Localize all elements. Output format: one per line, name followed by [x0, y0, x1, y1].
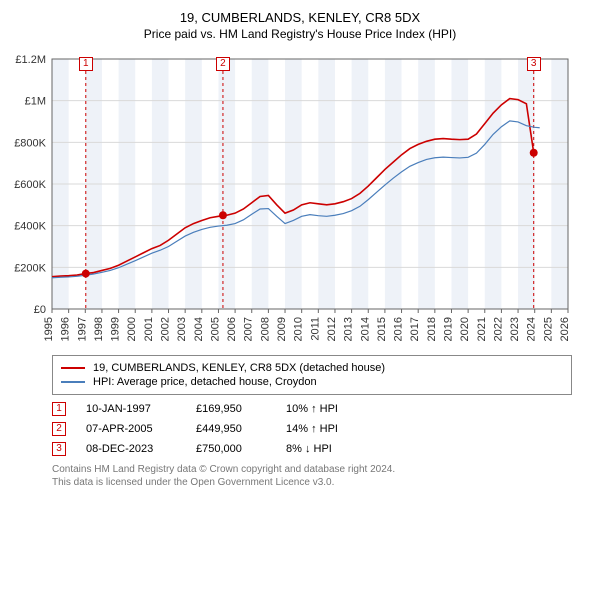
- sale-price: £449,950: [196, 423, 266, 435]
- sale-delta: 10% ↑ HPI: [286, 403, 366, 415]
- svg-text:2023: 2023: [509, 317, 521, 341]
- svg-text:2009: 2009: [276, 317, 288, 341]
- svg-text:2020: 2020: [459, 317, 471, 341]
- svg-text:£200K: £200K: [14, 262, 46, 274]
- svg-text:2000: 2000: [126, 317, 138, 341]
- sale-marker-2: 2: [216, 57, 230, 71]
- legend-item: HPI: Average price, detached house, Croy…: [61, 376, 563, 388]
- svg-text:2002: 2002: [160, 317, 172, 341]
- sale-price: £750,000: [196, 443, 266, 455]
- legend-label: 19, CUMBERLANDS, KENLEY, CR8 5DX (detach…: [93, 362, 385, 374]
- svg-text:£600K: £600K: [14, 179, 46, 191]
- sale-price: £169,950: [196, 403, 266, 415]
- svg-text:1995: 1995: [43, 317, 55, 341]
- sale-row-marker: 2: [52, 422, 66, 436]
- svg-text:2025: 2025: [542, 317, 554, 341]
- svg-text:2006: 2006: [226, 317, 238, 341]
- svg-text:2024: 2024: [526, 317, 538, 341]
- sale-marker-3: 3: [527, 57, 541, 71]
- svg-text:1999: 1999: [110, 317, 122, 341]
- svg-text:2005: 2005: [209, 317, 221, 341]
- sale-marker-1: 1: [79, 57, 93, 71]
- svg-text:2010: 2010: [293, 317, 305, 341]
- sales-table: 1 10-JAN-1997 £169,950 10% ↑ HPI 2 07-APR-200…: [52, 399, 572, 459]
- svg-text:1996: 1996: [60, 317, 72, 341]
- sale-date: 10-JAN-1997: [86, 403, 176, 415]
- svg-text:2012: 2012: [326, 317, 338, 341]
- sale-row: 1 10-JAN-1997 £169,950 10% ↑ HPI: [52, 399, 572, 419]
- svg-text:2022: 2022: [492, 317, 504, 341]
- legend-swatch: [61, 367, 85, 369]
- sale-row: 2 07-APR-2005 £449,950 14% ↑ HPI: [52, 419, 572, 439]
- svg-text:2007: 2007: [243, 317, 255, 341]
- chart-title: 19, CUMBERLANDS, KENLEY, CR8 5DX: [8, 10, 592, 25]
- svg-text:2021: 2021: [476, 317, 488, 341]
- footnote-line-2: This data is licensed under the Open Gov…: [52, 476, 572, 489]
- svg-text:£0: £0: [34, 304, 46, 316]
- sale-delta: 8% ↓ HPI: [286, 443, 366, 455]
- chart-subtitle: Price paid vs. HM Land Registry's House …: [8, 27, 592, 41]
- svg-text:2013: 2013: [343, 317, 355, 341]
- svg-text:2008: 2008: [259, 317, 271, 341]
- legend-swatch: [61, 381, 85, 383]
- svg-text:£800K: £800K: [14, 137, 46, 149]
- chart-container: £0 £200K £400K £600K £800K £1M £1.2M 1995 1996 19…: [8, 49, 592, 349]
- svg-text:2014: 2014: [359, 317, 371, 341]
- sale-row-marker: 1: [52, 402, 66, 416]
- svg-text:2018: 2018: [426, 317, 438, 341]
- svg-text:2004: 2004: [193, 317, 205, 341]
- svg-text:2011: 2011: [309, 317, 321, 341]
- svg-text:1997: 1997: [76, 317, 88, 341]
- sale-row-marker: 3: [52, 442, 66, 456]
- sale-date: 08-DEC-2023: [86, 443, 176, 455]
- legend-item: 19, CUMBERLANDS, KENLEY, CR8 5DX (detach…: [61, 362, 563, 374]
- svg-text:£1M: £1M: [25, 96, 46, 108]
- legend: 19, CUMBERLANDS, KENLEY, CR8 5DX (detach…: [52, 355, 572, 395]
- svg-text:2003: 2003: [176, 317, 188, 341]
- svg-text:£400K: £400K: [14, 221, 46, 233]
- footnote-line-1: Contains HM Land Registry data © Crown c…: [52, 463, 572, 476]
- sale-delta: 14% ↑ HPI: [286, 423, 366, 435]
- svg-text:2017: 2017: [409, 317, 421, 341]
- price-chart: £0 £200K £400K £600K £800K £1M £1.2M 1995 1996 19…: [8, 49, 588, 349]
- legend-label: HPI: Average price, detached house, Croy…: [93, 376, 317, 388]
- svg-text:£1.2M: £1.2M: [15, 54, 46, 66]
- svg-text:2019: 2019: [442, 317, 454, 341]
- svg-text:2015: 2015: [376, 317, 388, 341]
- svg-text:2026: 2026: [559, 317, 571, 341]
- sale-date: 07-APR-2005: [86, 423, 176, 435]
- svg-text:2001: 2001: [143, 317, 155, 341]
- footnote: Contains HM Land Registry data © Crown c…: [52, 463, 572, 489]
- svg-text:1998: 1998: [93, 317, 105, 341]
- svg-text:2016: 2016: [393, 317, 405, 341]
- sale-row: 3 08-DEC-2023 £750,000 8% ↓ HPI: [52, 439, 572, 459]
